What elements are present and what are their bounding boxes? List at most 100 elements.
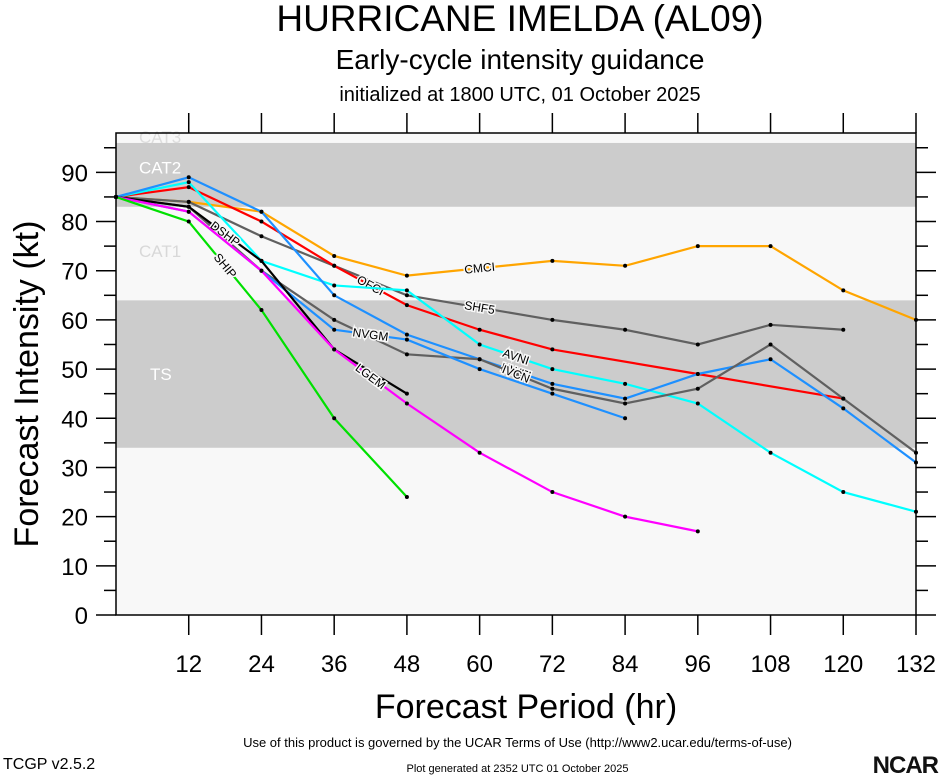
y-axis-label: Forecast Intensity (kt) — [8, 221, 46, 548]
data-point — [332, 263, 337, 268]
data-point — [404, 352, 409, 357]
band-label: TS — [150, 365, 172, 384]
data-point — [695, 372, 700, 376]
data-point — [332, 416, 337, 421]
data-point — [623, 401, 628, 406]
data-point — [550, 386, 555, 391]
band-label: CAT1 — [139, 242, 181, 261]
terms-of-use: Use of this product is governed by the U… — [243, 735, 792, 750]
y-tick-label: 40 — [61, 406, 88, 433]
data-point — [404, 494, 409, 499]
series-label-nvgm: NVGM — [352, 325, 390, 344]
data-point — [841, 406, 846, 411]
ncar-logo: NCAR — [872, 752, 939, 779]
data-point — [695, 386, 700, 391]
data-point — [768, 450, 773, 455]
data-point — [332, 347, 337, 352]
data-point — [259, 234, 264, 239]
data-point — [768, 357, 773, 362]
data-point — [404, 332, 409, 337]
generated-time: Plot generated at 2352 UTC 01 October 20… — [406, 763, 629, 775]
data-point — [550, 258, 555, 263]
y-tick-label: 60 — [61, 308, 88, 335]
data-point — [550, 367, 555, 372]
data-point — [695, 529, 700, 534]
data-point — [695, 342, 700, 347]
series-line-avni — [115, 180, 917, 513]
data-point — [404, 337, 409, 342]
data-point — [477, 450, 482, 455]
data-point — [623, 381, 628, 386]
data-point — [404, 273, 409, 278]
data-point — [404, 288, 409, 293]
series-label-shf5: SHF5 — [463, 298, 496, 317]
y-tick-label: 30 — [61, 455, 88, 482]
data-point — [623, 416, 628, 421]
band-label: CAT3 — [139, 128, 181, 147]
x-tick-label: 120 — [823, 651, 863, 678]
init-time: initialized at 1800 UTC, 01 October 2025 — [339, 84, 701, 106]
y-tick-label: 80 — [61, 210, 88, 237]
data-point — [259, 258, 264, 263]
data-point — [332, 293, 337, 298]
x-tick-label: 72 — [539, 651, 566, 678]
x-tick-label: 132 — [896, 651, 936, 678]
x-tick-label: 60 — [466, 651, 493, 678]
data-point — [477, 327, 482, 332]
data-point — [114, 194, 118, 199]
data-point — [914, 460, 918, 465]
data-point — [841, 490, 846, 495]
data-point — [332, 317, 337, 322]
data-point — [186, 175, 191, 180]
data-point — [768, 342, 773, 347]
series-line-shf5 — [115, 195, 844, 346]
y-tick-label: 90 — [61, 160, 88, 187]
data-point — [841, 396, 846, 401]
chart-subtitle: Early-cycle intensity guidance — [335, 44, 705, 75]
data-point — [259, 308, 264, 313]
data-point — [186, 199, 191, 204]
x-axis-label: Forecast Period (hr) — [375, 688, 677, 726]
data-point — [259, 209, 264, 214]
data-point — [550, 347, 555, 352]
data-point — [477, 342, 482, 347]
data-point — [768, 322, 773, 327]
intensity-chart: TS CAT1 CAT2 CAT3 0 10 20 30 40 50 60 70 80 90 12 24 36 4… — [8, 113, 936, 726]
data-point — [332, 327, 337, 332]
data-point — [259, 268, 264, 273]
data-point — [914, 509, 918, 514]
data-point — [404, 401, 409, 406]
data-point — [768, 244, 773, 249]
data-point — [623, 396, 628, 401]
data-point — [914, 317, 918, 322]
data-point — [841, 327, 846, 332]
data-point — [841, 288, 846, 293]
data-point — [695, 401, 700, 406]
data-point — [550, 391, 555, 396]
series-label-cmci: CMCI — [464, 260, 496, 277]
data-point — [186, 180, 191, 185]
series-line-hwfi — [115, 176, 917, 464]
chart-title: HURRICANE IMELDA (AL09) — [276, 0, 764, 39]
version-label: TCGP v2.5.2 — [3, 756, 96, 773]
data-point — [695, 244, 700, 249]
plot-frame — [115, 132, 917, 616]
data-point — [550, 381, 555, 386]
y-tick-label: 10 — [61, 554, 88, 581]
x-tick-label: 84 — [612, 651, 639, 678]
data-point — [914, 450, 918, 455]
x-tick-label: 24 — [248, 651, 275, 678]
x-tick-label: 12 — [175, 651, 202, 678]
data-point — [623, 514, 628, 519]
data-point — [404, 391, 409, 396]
x-tick-label: 48 — [394, 651, 421, 678]
data-point — [550, 490, 555, 495]
band-cat1 — [116, 206, 916, 301]
x-tick-label: 36 — [321, 651, 348, 678]
y-tick-label: 50 — [61, 357, 88, 384]
band-cat3 — [116, 133, 916, 143]
band-cat2 — [116, 142, 916, 207]
data-point — [477, 357, 482, 362]
data-point — [404, 303, 409, 308]
y-tick-label: 70 — [61, 259, 88, 286]
